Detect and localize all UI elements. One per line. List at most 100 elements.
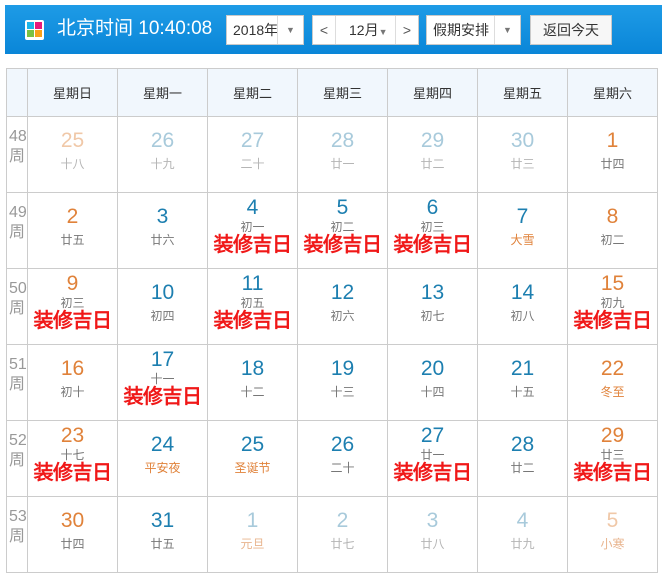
- lunar-date: 廿二: [510, 461, 535, 475]
- day-number: 18: [240, 357, 265, 380]
- day-cell[interactable]: 15 初九 装修吉日: [567, 268, 658, 345]
- day-cell[interactable]: 2 廿七: [297, 496, 388, 573]
- day-cell[interactable]: 3 廿六: [117, 192, 208, 269]
- holiday-select[interactable]: 假期安排 ▼: [426, 15, 521, 45]
- back-to-today-button[interactable]: 返回今天: [530, 15, 612, 45]
- auspicious-tag: 装修吉日: [123, 386, 203, 408]
- weekday-header: 星期四: [387, 68, 478, 117]
- day-cell[interactable]: 8 初二: [567, 192, 658, 269]
- day-cell[interactable]: 26 二十: [297, 420, 388, 497]
- week-row: 52 周 23 十七 装修吉日 24 平安夜 25 圣诞节 26 二十 27 廿一 装修吉日 28 廿二 29 廿…: [6, 420, 658, 497]
- day-cell[interactable]: 26 十九: [117, 116, 208, 193]
- month-picker[interactable]: < 12月▼ >: [312, 15, 419, 45]
- auspicious-tag: 装修吉日: [573, 462, 653, 484]
- lunar-date: 廿四: [60, 537, 85, 551]
- day-cell[interactable]: 10 初四: [117, 268, 208, 345]
- day-number: 11: [241, 272, 264, 295]
- day-cell[interactable]: 9 初三 装修吉日: [27, 268, 118, 345]
- day-number: 6: [426, 196, 439, 219]
- day-cell[interactable]: 21 十五: [477, 344, 568, 421]
- day-cell[interactable]: 2 廿五: [27, 192, 118, 269]
- lunar-date: 十八: [60, 157, 85, 171]
- day-cell[interactable]: 24 平安夜: [117, 420, 208, 497]
- day-cell[interactable]: 17 十一 装修吉日: [117, 344, 208, 421]
- lunar-date: 初一: [240, 220, 265, 234]
- lunar-date: 廿四: [600, 157, 625, 171]
- lunar-date: 初二: [330, 220, 355, 234]
- day-cell[interactable]: 29 廿二: [387, 116, 478, 193]
- day-cell[interactable]: 25 十八: [27, 116, 118, 193]
- lunar-date: 初二: [600, 233, 625, 247]
- day-number: 21: [510, 357, 535, 380]
- lunar-date: 初十: [60, 385, 85, 399]
- day-cell[interactable]: 1 元旦: [207, 496, 298, 573]
- chevron-down-icon: ▼: [378, 27, 388, 37]
- week-number: 53 周: [6, 496, 28, 573]
- day-number: 29: [600, 424, 625, 447]
- lunar-date: 初五: [240, 296, 265, 310]
- day-cell[interactable]: 4 初一 装修吉日: [207, 192, 298, 269]
- lunar-date: 十二: [240, 385, 265, 399]
- day-cell[interactable]: 16 初十: [27, 344, 118, 421]
- day-cell[interactable]: 18 十二: [207, 344, 298, 421]
- day-cell[interactable]: 25 圣诞节: [207, 420, 298, 497]
- day-cell[interactable]: 19 十三: [297, 344, 388, 421]
- week-number-value: 52: [9, 432, 27, 449]
- day-number: 8: [606, 205, 619, 228]
- lunar-date: 廿八: [420, 537, 445, 551]
- day-number: 31: [150, 509, 175, 532]
- lunar-date: 圣诞节: [234, 461, 271, 475]
- lunar-date: 廿六: [150, 233, 175, 247]
- day-cell[interactable]: 27 二十: [207, 116, 298, 193]
- lunar-date: 廿九: [510, 537, 535, 551]
- day-number: 2: [336, 509, 349, 532]
- lunar-date: 十三: [330, 385, 355, 399]
- week-number: 50 周: [6, 268, 28, 345]
- day-cell[interactable]: 29 廿三 装修吉日: [567, 420, 658, 497]
- day-number: 9: [66, 272, 79, 295]
- lunar-date: 廿七: [330, 537, 355, 551]
- day-cell[interactable]: 3 廿八: [387, 496, 478, 573]
- day-cell[interactable]: 28 廿一: [297, 116, 388, 193]
- auspicious-tag: 装修吉日: [213, 310, 293, 332]
- day-number: 25: [240, 433, 265, 456]
- auspicious-tag: 装修吉日: [303, 234, 383, 256]
- day-cell[interactable]: 7 大雪: [477, 192, 568, 269]
- week-suffix: 周: [9, 224, 26, 241]
- day-cell[interactable]: 1 廿四: [567, 116, 658, 193]
- day-cell[interactable]: 12 初六: [297, 268, 388, 345]
- week-row: 49 周 2 廿五 3 廿六 4 初一 装修吉日 5 初二 装修吉日 6 初三 装修吉日 7 大雪 8 初二: [6, 192, 658, 269]
- day-cell[interactable]: 13 初七: [387, 268, 478, 345]
- day-cell[interactable]: 28 廿二: [477, 420, 568, 497]
- day-cell[interactable]: 20 十四: [387, 344, 478, 421]
- next-month-button[interactable]: >: [395, 16, 418, 44]
- lunar-date: 廿一: [420, 448, 445, 462]
- day-cell[interactable]: 14 初八: [477, 268, 568, 345]
- day-cell[interactable]: 11 初五 装修吉日: [207, 268, 298, 345]
- lunar-date: 初七: [420, 309, 445, 323]
- lunar-date: 初九: [600, 296, 625, 310]
- day-cell[interactable]: 27 廿一 装修吉日: [387, 420, 478, 497]
- week-number: 48 周: [6, 116, 28, 193]
- day-cell[interactable]: 6 初三 装修吉日: [387, 192, 478, 269]
- day-cell[interactable]: 31 廿五: [117, 496, 208, 573]
- prev-month-button[interactable]: <: [313, 16, 336, 44]
- day-cell[interactable]: 4 廿九: [477, 496, 568, 573]
- day-number: 28: [330, 129, 355, 152]
- day-cell[interactable]: 5 小寒: [567, 496, 658, 573]
- day-number: 1: [246, 509, 259, 532]
- week-number: 52 周: [6, 420, 28, 497]
- day-cell[interactable]: 5 初二 装修吉日: [297, 192, 388, 269]
- day-cell[interactable]: 30 廿四: [27, 496, 118, 573]
- lunar-date: 十一: [150, 372, 175, 386]
- chevron-down-icon: ▼: [277, 16, 303, 44]
- day-number: 10: [150, 281, 175, 304]
- year-select[interactable]: 2018年 ▼: [226, 15, 304, 45]
- day-number: 4: [246, 196, 259, 219]
- month-select[interactable]: 12月▼: [349, 16, 388, 46]
- day-cell[interactable]: 23 十七 装修吉日: [27, 420, 118, 497]
- day-cell[interactable]: 30 廿三: [477, 116, 568, 193]
- day-cell[interactable]: 22 冬至: [567, 344, 658, 421]
- day-number: 16: [60, 357, 85, 380]
- lunar-date: 小寒: [600, 537, 625, 551]
